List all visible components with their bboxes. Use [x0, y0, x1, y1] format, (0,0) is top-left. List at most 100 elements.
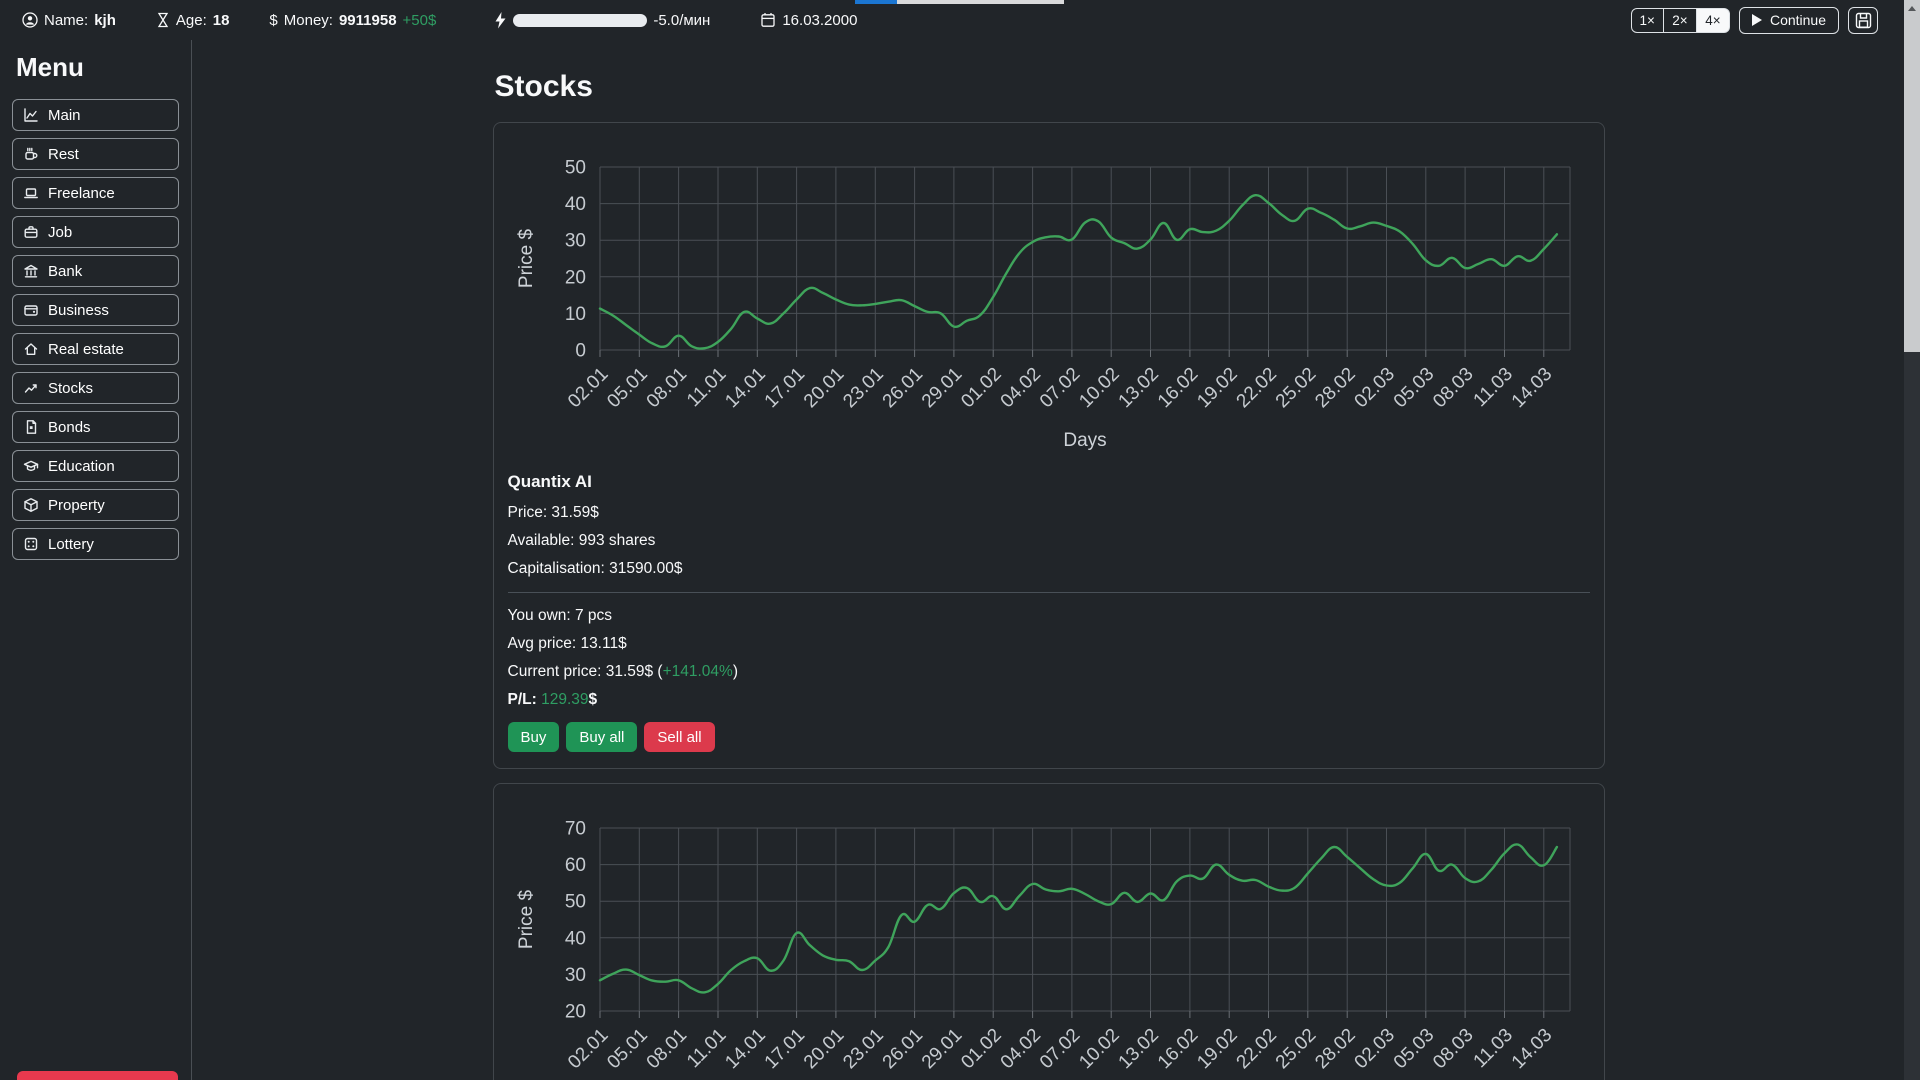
svg-text:29.01: 29.01 — [917, 1025, 965, 1073]
laptop-icon — [23, 185, 39, 201]
date-value: 16.03.2000 — [782, 11, 858, 29]
svg-text:28.02: 28.02 — [1311, 364, 1359, 412]
age-label: Age: — [175, 11, 207, 29]
page-scrollbar[interactable] — [1904, 0, 1920, 1080]
svg-text:60: 60 — [564, 855, 585, 876]
svg-text:25.02: 25.02 — [1271, 364, 1319, 412]
sidebar-item-business[interactable]: Business — [12, 294, 179, 326]
calendar-icon — [760, 12, 776, 28]
sidebar-item-education[interactable]: Education — [12, 450, 179, 482]
dice-icon — [23, 536, 39, 552]
svg-text:17.01: 17.01 — [760, 1025, 808, 1073]
person-circle-icon — [22, 12, 38, 28]
floppy-disk-icon — [1855, 12, 1872, 29]
svg-text:26.01: 26.01 — [878, 1025, 926, 1073]
lightning-icon — [494, 11, 507, 29]
svg-text:28.02: 28.02 — [1311, 1025, 1359, 1073]
wallet-icon — [23, 302, 39, 318]
svg-text:10.02: 10.02 — [1075, 364, 1123, 412]
svg-text:04.02: 04.02 — [996, 1025, 1044, 1073]
buy-all-button[interactable]: Buy all — [566, 722, 638, 752]
price-change-percent: +141.04% — [662, 663, 733, 680]
sidebar-item-label: Main — [48, 106, 81, 124]
stock-price-line: Price: 31.59$ — [507, 504, 599, 521]
stock-card-second: 20 30 40 50 60 70 02.01 05.01 08.01 11.01 14.01 17.… — [492, 783, 1605, 1080]
sidebar: Menu Main Rest Freelance Job Bank Business Rea… — [0, 40, 192, 1080]
svg-text:0: 0 — [575, 341, 586, 362]
svg-text:11.03: 11.03 — [1469, 364, 1516, 411]
sidebar-item-label: Bonds — [48, 418, 91, 436]
sidebar-item-stocks[interactable]: Stocks — [12, 372, 179, 404]
stock-avg-price-line: Avg price: 13.11$ — [507, 635, 627, 652]
svg-text:05.01: 05.01 — [603, 364, 651, 412]
money-value: 9911958 — [338, 11, 397, 29]
svg-text:23.01: 23.01 — [839, 1025, 887, 1073]
pl-value: 129.39 — [541, 691, 589, 708]
scrollbar-up-arrow-icon[interactable] — [1904, 0, 1920, 17]
svg-text:04.02: 04.02 — [996, 364, 1044, 412]
box-icon — [23, 497, 39, 513]
name-value: kjh — [94, 11, 116, 29]
svg-text:26.01: 26.01 — [878, 364, 926, 412]
sidebar-item-rest[interactable]: Rest — [12, 138, 179, 170]
exit-button[interactable] — [17, 1071, 178, 1080]
svg-text:07.02: 07.02 — [1035, 364, 1083, 412]
age-value: 18 — [212, 11, 230, 29]
svg-text:11.01: 11.01 — [683, 364, 730, 411]
stock-name: Quantix AI — [507, 472, 592, 491]
sidebar-item-main[interactable]: Main — [12, 99, 179, 131]
play-icon — [1751, 14, 1762, 26]
speed-button-group: 1× 2× 4× — [1630, 7, 1730, 33]
svg-text:25.02: 25.02 — [1271, 1025, 1319, 1073]
main-content: Stocks 0 10 20 30 40 50 02.01 05.01 08.01 11.01 14… — [193, 40, 1904, 1080]
speed-button-2x[interactable]: 2× — [1663, 7, 1697, 33]
svg-text:13.02: 13.02 — [1114, 1025, 1162, 1073]
top-status-bar: Name: kjh Age: 18 $ Money: 9911958 +50$ … — [0, 0, 1904, 40]
continue-label: Continue — [1769, 12, 1826, 28]
buy-button[interactable]: Buy — [507, 722, 560, 752]
svg-text:14.03: 14.03 — [1507, 364, 1555, 412]
svg-text:30: 30 — [564, 231, 585, 252]
svg-text:08.01: 08.01 — [642, 364, 690, 412]
svg-text:50: 50 — [564, 892, 585, 913]
sidebar-item-label: Bank — [48, 262, 83, 280]
svg-text:22.02: 22.02 — [1232, 364, 1280, 412]
top-progress-strip-white — [897, 0, 1064, 4]
date-group: 16.03.2000 — [760, 12, 857, 29]
stock-card-quantix-ai: 0 10 20 30 40 50 02.01 05.01 08.01 11.01 14.01 17.0… — [492, 122, 1605, 769]
speed-button-1x[interactable]: 1× — [1630, 7, 1664, 33]
continue-button[interactable]: Continue — [1738, 6, 1839, 34]
energy-rate: -5.0/мин — [653, 11, 711, 29]
sidebar-item-job[interactable]: Job — [12, 216, 179, 248]
cup-icon — [23, 146, 39, 162]
svg-text:02.03: 02.03 — [1350, 364, 1398, 412]
svg-text:20: 20 — [564, 1002, 585, 1023]
page-title: Stocks — [494, 70, 593, 103]
sidebar-item-lottery[interactable]: Lottery — [12, 528, 179, 560]
sidebar-item-freelance[interactable]: Freelance — [12, 177, 179, 209]
sidebar-item-label: Real estate — [48, 340, 124, 358]
stock-available-line: Available: 993 shares — [507, 532, 656, 549]
briefcase-icon — [23, 224, 39, 240]
svg-text:14.03: 14.03 — [1507, 1025, 1555, 1073]
name-label: Name: — [44, 11, 89, 29]
sidebar-item-label: Job — [48, 223, 73, 241]
svg-text:Price $: Price $ — [516, 890, 537, 950]
speed-button-4x[interactable]: 4× — [1696, 7, 1730, 33]
sidebar-item-property[interactable]: Property — [12, 489, 179, 521]
player-money-group: $ Money: 9911958 +50$ — [269, 12, 436, 29]
svg-text:02.03: 02.03 — [1350, 1025, 1398, 1073]
svg-text:05.01: 05.01 — [603, 1025, 651, 1073]
svg-text:01.02: 01.02 — [957, 1025, 1005, 1073]
sidebar-item-bonds[interactable]: Bonds — [12, 411, 179, 443]
sell-all-button[interactable]: Sell all — [644, 722, 715, 752]
save-button[interactable] — [1848, 6, 1878, 34]
svg-text:10: 10 — [564, 304, 585, 325]
svg-text:05.03: 05.03 — [1389, 364, 1437, 412]
scrollbar-thumb[interactable] — [1904, 17, 1920, 352]
sidebar-item-bank[interactable]: Bank — [12, 255, 179, 287]
svg-text:40: 40 — [564, 928, 585, 949]
svg-text:08.03: 08.03 — [1429, 364, 1477, 412]
sidebar-item-real-estate[interactable]: Real estate — [12, 333, 179, 365]
svg-text:02.01: 02.01 — [564, 364, 612, 412]
